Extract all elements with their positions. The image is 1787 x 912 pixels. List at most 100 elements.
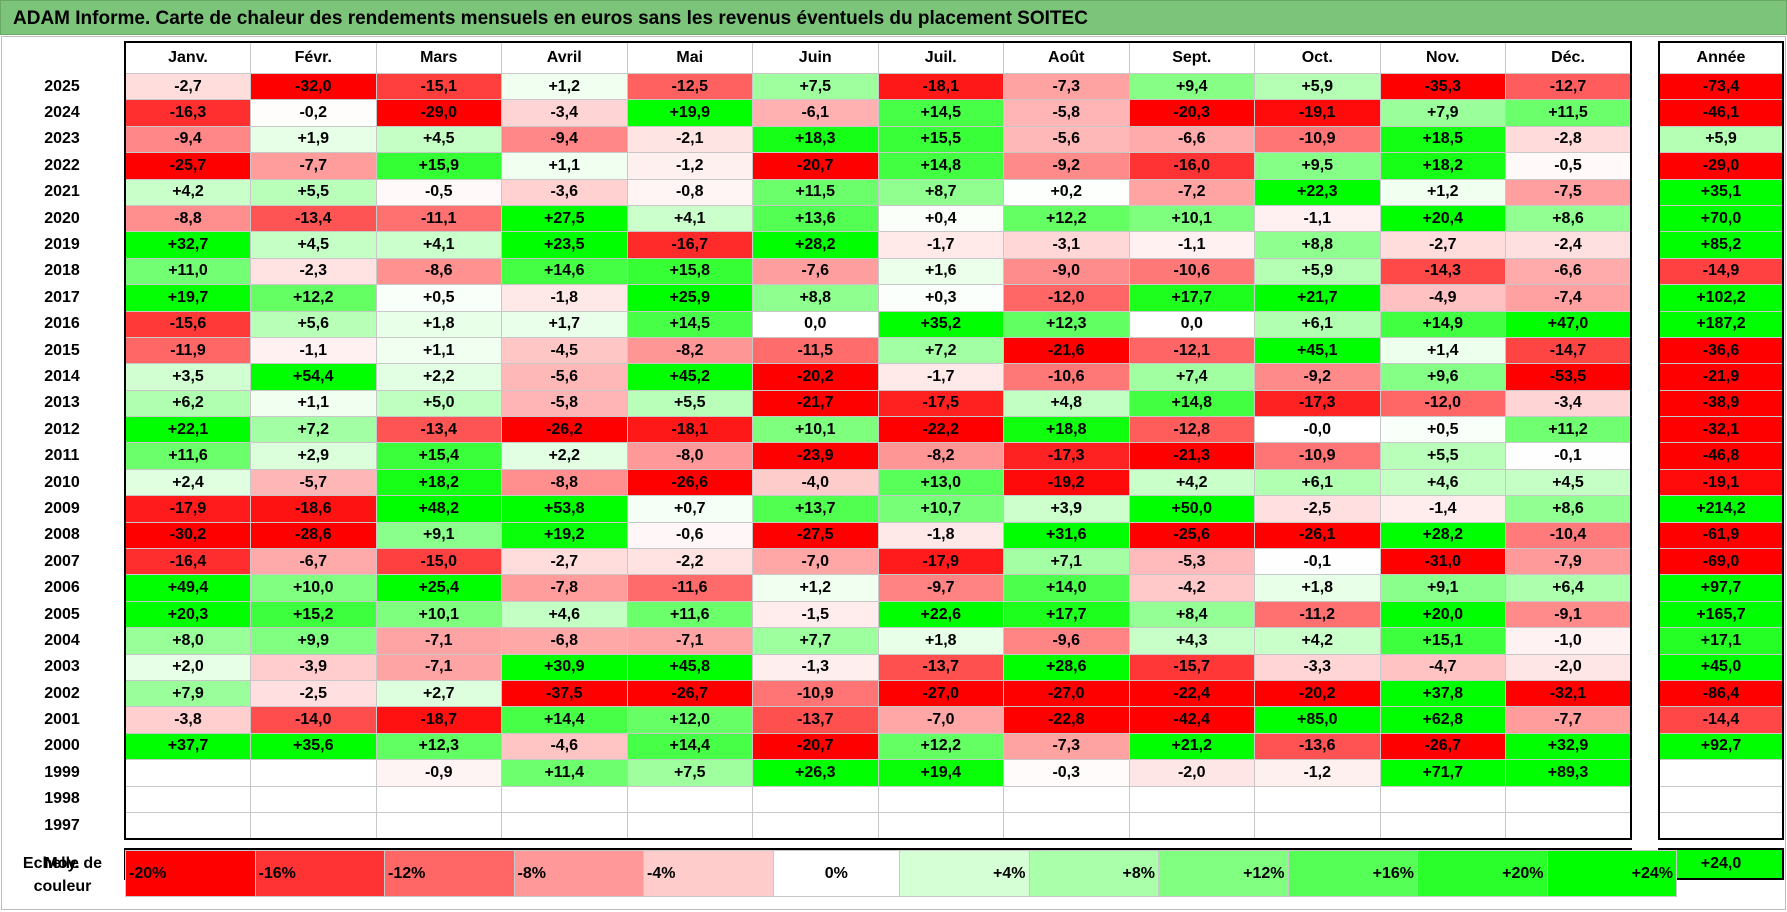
- heatmap-cell: -2,4: [1505, 231, 1632, 259]
- heatmap-cell: -32,0: [250, 72, 377, 101]
- heatmap-cell: -7,6: [752, 257, 879, 286]
- heatmap-cell: +14,0: [1003, 574, 1130, 602]
- heatmap-cell: +7,9: [1379, 99, 1506, 127]
- heatmap-cell: +20,4: [1379, 204, 1506, 233]
- table-row: 2019 +32,7 +4,5 +4,1 +23,5 -16,7 +28,2 -1,7 -3,1…: [0, 231, 1632, 259]
- scale-swatch: +8%: [1028, 850, 1159, 897]
- heatmap-cell: +9,1: [1379, 574, 1506, 602]
- heatmap-cell: +8,4: [1128, 600, 1255, 629]
- heatmap-cell: +4,8: [1003, 389, 1130, 418]
- heatmap-cell: +71,7: [1379, 759, 1506, 787]
- heatmap-cell: +5,5: [626, 389, 753, 418]
- annual-cell: +17,1: [1658, 627, 1784, 655]
- heatmap-cell: +6,1: [1254, 310, 1381, 338]
- heatmap-cell: +17,7: [1003, 600, 1130, 629]
- heatmap-cell: +7,5: [626, 759, 753, 787]
- heatmap-cell: -20,7: [752, 152, 879, 180]
- scale-swatch: +24%: [1546, 850, 1677, 897]
- heatmap-cell: -0,5: [1505, 152, 1632, 180]
- heatmap-cell: -5,6: [1003, 125, 1130, 154]
- annual-cell: -36,6: [1658, 336, 1784, 365]
- heatmap-cell: -13,4: [375, 416, 502, 444]
- heatmap-cell: -26,1: [1254, 521, 1381, 550]
- heatmap-cell: +9,4: [1128, 72, 1255, 101]
- heatmap-cell: +15,9: [375, 152, 502, 180]
- heatmap-cell: -16,7: [626, 231, 753, 259]
- annual-cell: -32,1: [1658, 416, 1784, 444]
- heatmap-cell: -6,7: [250, 548, 377, 576]
- heatmap-cell: +48,2: [375, 495, 502, 523]
- color-scale-legend: -20% -16% -12% -8% -4% 0% +4% +8% +12% +16% +20% +2…: [125, 850, 1677, 897]
- month-header: Nov.: [1379, 41, 1506, 74]
- page-title: ADAM Informe. Carte de chaleur des rende…: [0, 0, 1787, 35]
- heatmap-cell: -15,7: [1128, 653, 1255, 681]
- heatmap-cell: +4,5: [250, 231, 377, 259]
- heatmap-cell: [375, 811, 502, 841]
- heatmap-cell: [877, 785, 1004, 813]
- heatmap-cell: [1003, 785, 1130, 813]
- heatmap-cell: +7,4: [1128, 363, 1255, 391]
- heatmap-cell: +14,9: [1379, 310, 1506, 338]
- heatmap-cell: -11,2: [1254, 600, 1381, 629]
- heatmap-cell: -8,0: [626, 442, 753, 470]
- heatmap-cell: -14,3: [1379, 257, 1506, 286]
- heatmap-cell: +7,2: [250, 416, 377, 444]
- heatmap-cell: +1,7: [501, 310, 628, 338]
- heatmap-cell: -7,1: [626, 627, 753, 655]
- heatmap-cell: +12,2: [877, 732, 1004, 761]
- heatmap-cell: +9,1: [375, 521, 502, 550]
- heatmap-cell: +7,1: [1003, 548, 1130, 576]
- heatmap-cell: -13,6: [1254, 732, 1381, 761]
- heatmap-cell: +4,5: [1505, 468, 1632, 497]
- heatmap-cell: +4,2: [1128, 468, 1255, 497]
- heatmap-cell: +2,4: [124, 468, 251, 497]
- annual-cell: [1658, 759, 1784, 787]
- annual-cell: -86,4: [1658, 679, 1784, 708]
- heatmap-cell: +0,5: [375, 284, 502, 312]
- month-header: Juin: [752, 41, 879, 74]
- heatmap-cell: +10,1: [375, 600, 502, 629]
- heatmap-cell: [626, 811, 753, 841]
- year-label: 2024: [44, 104, 80, 122]
- heatmap-cell: +14,4: [626, 732, 753, 761]
- heatmap-cell: +4,1: [626, 204, 753, 233]
- heatmap-cell: +5,6: [250, 310, 377, 338]
- annual-cell: -46,1: [1658, 99, 1784, 127]
- heatmap-cell: -1,8: [501, 284, 628, 312]
- heatmap-cell: [1505, 785, 1632, 813]
- heatmap-cell: +21,2: [1128, 732, 1255, 761]
- heatmap-cell: -8,8: [124, 204, 251, 233]
- average-annual-cell: +24,0: [1658, 848, 1784, 881]
- heatmap-cell: [250, 759, 377, 787]
- scale-swatch: -20%: [125, 850, 256, 897]
- heatmap-cell: -5,3: [1128, 548, 1255, 576]
- heatmap-cell: [501, 785, 628, 813]
- heatmap-cell: +25,9: [626, 284, 753, 312]
- heatmap-cell: [877, 811, 1004, 841]
- heatmap-cell: [124, 785, 251, 813]
- annual-cell: -69,0: [1658, 548, 1784, 576]
- heatmap-cell: +14,8: [877, 152, 1004, 180]
- table-row: 2007 -16,4 -6,7 -15,0 -2,7 -2,2 -7,0 -17,9 +7,1-…: [0, 548, 1632, 576]
- heatmap-cell: -1,8: [877, 521, 1004, 550]
- heatmap-cell: +19,9: [626, 99, 753, 127]
- year-label: 2001: [44, 711, 80, 729]
- heatmap-cell: +1,8: [1254, 574, 1381, 602]
- heatmap-cell: -1,1: [1254, 204, 1381, 233]
- heatmap-cell: -0,9: [375, 759, 502, 787]
- heatmap-cell: +13,7: [752, 495, 879, 523]
- heatmap-cell: +4,6: [1379, 468, 1506, 497]
- heatmap-cell: -1,1: [1128, 231, 1255, 259]
- year-label: 2011: [44, 447, 80, 465]
- table-row: 2002 +7,9 -2,5 +2,7 -37,5 -26,7 -10,9 -27,0 -27,…: [0, 679, 1632, 708]
- heatmap-cell: +11,6: [124, 442, 251, 470]
- month-header: Mars: [375, 41, 502, 74]
- table-row: 2025 -2,7 -32,0 -15,1 +1,2 -12,5 +7,5 -18,1 -7,3…: [0, 72, 1632, 101]
- heatmap-cell: -2,2: [626, 548, 753, 576]
- heatmap-cell: -1,4: [1379, 495, 1506, 523]
- heatmap-cell: +5,5: [1379, 442, 1506, 470]
- heatmap-cell: -11,1: [375, 204, 502, 233]
- heatmap-cell: -5,6: [501, 363, 628, 391]
- scale-swatch: +16%: [1287, 850, 1418, 897]
- heatmap-cell: +2,2: [501, 442, 628, 470]
